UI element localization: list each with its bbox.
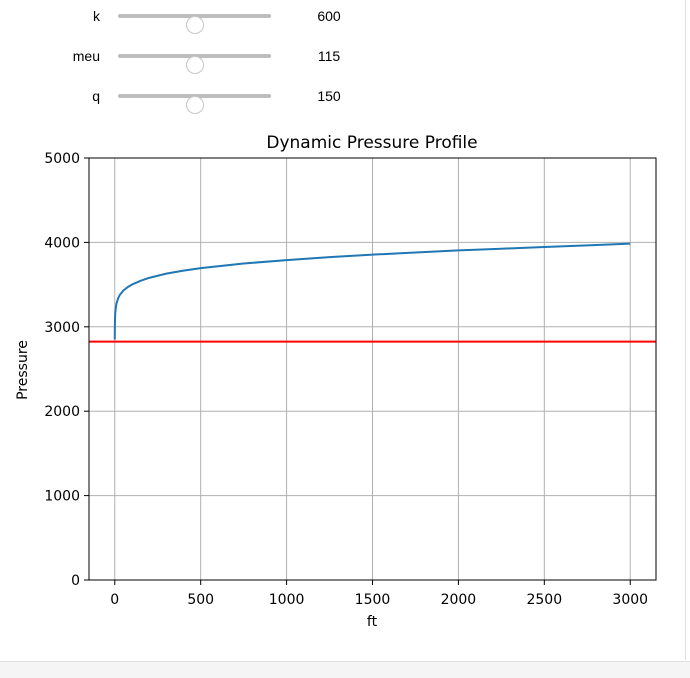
x-tick-label: 500 <box>187 592 214 608</box>
x-tick-label: 1500 <box>355 592 391 608</box>
chart-series <box>89 242 656 343</box>
meu-slider-track[interactable] <box>118 54 271 74</box>
k-slider-widget: k 600 <box>0 4 400 34</box>
y-tick-label: 4000 <box>44 235 80 251</box>
q-slider-label: q <box>92 88 100 104</box>
q-slider-handle[interactable] <box>185 96 204 114</box>
x-tick-label: 2000 <box>441 592 477 608</box>
x-tick-label: 2500 <box>526 592 562 608</box>
k-slider-track[interactable] <box>118 14 271 34</box>
chart-ticks: 0 500 1000 1500 2000 2500 3000 0 1000 2000 3000 400… <box>44 151 648 608</box>
x-tick-label: 0 <box>110 592 119 608</box>
y-tick-label: 1000 <box>44 489 80 505</box>
pressure-profile-line <box>113 242 631 340</box>
y-axis-label: Pressure <box>15 340 31 400</box>
k-slider-value: 600 <box>317 8 341 24</box>
y-tick-label: 0 <box>71 573 80 589</box>
q-slider-value: 150 <box>317 88 341 104</box>
next-cell-bar <box>0 661 690 678</box>
x-tick-label: 3000 <box>612 592 648 608</box>
meu-slider-label: meu <box>72 48 100 64</box>
y-tick-label: 5000 <box>44 151 80 167</box>
chart-title: Dynamic Pressure Profile <box>266 133 477 153</box>
q-slider-track[interactable] <box>118 94 271 114</box>
y-tick-label: 2000 <box>44 404 80 420</box>
q-slider-widget: q 150 <box>0 84 400 114</box>
k-slider-handle[interactable] <box>185 16 204 34</box>
chart-grid <box>89 157 656 581</box>
pressure-chart: 0 500 1000 1500 2000 2500 3000 0 1000 2000 3000 400… <box>15 133 657 630</box>
meu-slider-value: 115 <box>317 48 341 64</box>
k-slider-label: k <box>93 8 100 24</box>
x-axis-label: ft <box>367 614 378 630</box>
output-frame-border <box>685 0 686 660</box>
y-tick-label: 3000 <box>44 320 80 336</box>
meu-slider-handle[interactable] <box>185 56 204 74</box>
meu-slider-widget: meu 115 <box>0 44 400 74</box>
x-tick-label: 1000 <box>269 592 305 608</box>
